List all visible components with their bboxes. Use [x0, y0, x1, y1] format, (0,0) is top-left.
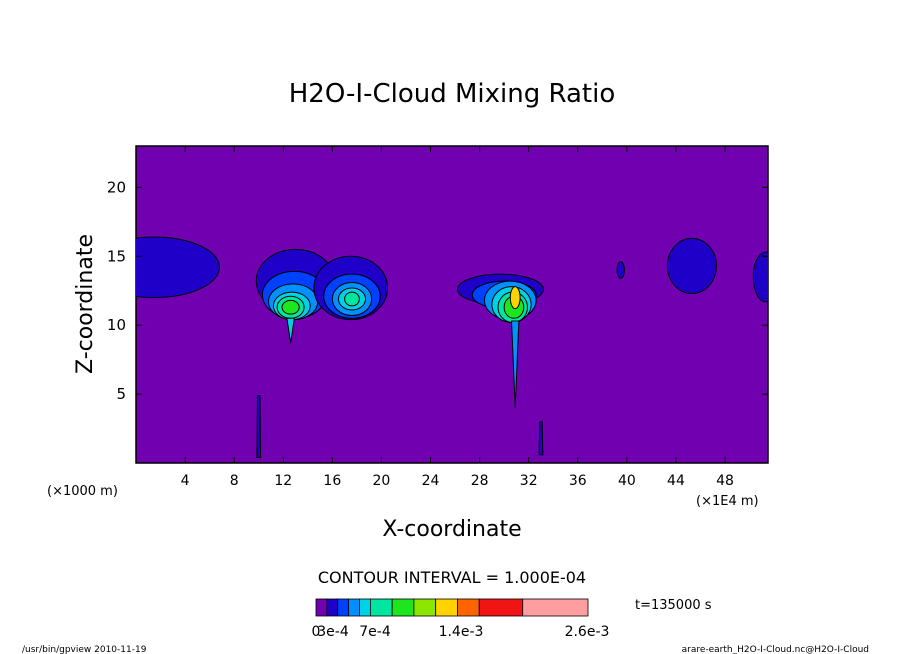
cloud-3-tail: [510, 320, 520, 408]
x-tick-label: 8: [230, 473, 239, 489]
colorbar-swatch: [522, 598, 589, 617]
colorbar-swatch: [359, 598, 371, 617]
colorbar-label: 2.6e-3: [565, 624, 610, 640]
x-axis: 4 8 12 16 20 24 28 32 36 40 44 48: [181, 146, 734, 489]
colorbar-swatch: [435, 598, 458, 617]
x-tick-label: 48: [716, 473, 734, 489]
contour-interval: CONTOUR INTERVAL = 1.000E-04: [318, 568, 586, 587]
x-tick-label: 4: [181, 473, 190, 489]
y-tick-label: 15: [107, 247, 126, 265]
colorbar-label: 7e-4: [359, 624, 391, 640]
contour-level-1-feature-4: [616, 261, 625, 279]
colorbar-label: 0: [312, 624, 321, 640]
colorbar-swatch: [369, 598, 393, 617]
colorbar-swatch: [413, 598, 437, 617]
colorbar-swatch: [457, 598, 480, 617]
contour-fill-layer: [136, 236, 768, 458]
x-tick-label: 40: [618, 473, 636, 489]
colorbar-label: 3e-4: [317, 624, 349, 640]
contour-level-8-feature-3: [509, 286, 521, 310]
x-tick-label: 16: [323, 473, 341, 489]
footer-right: arare-earth_H2O-I-Cloud.nc@H2O-I-Cloud: [682, 645, 869, 654]
colorbar-label: 1.4e-3: [439, 624, 484, 640]
time-label: t=135000 s: [635, 598, 712, 613]
y-tick-label: 10: [107, 316, 126, 334]
x-tick-label: 24: [422, 473, 440, 489]
colorbar-swatch: [326, 598, 339, 617]
x-tick-label: 32: [520, 473, 538, 489]
y-tick-label: 5: [116, 385, 126, 403]
x-tick-label: 28: [471, 473, 489, 489]
contour-level-6-feature-1: [281, 299, 300, 315]
colorbar-swatch: [391, 598, 415, 617]
cloud-left-edge: [136, 236, 220, 299]
y-axis: 5 10 15 20: [107, 178, 768, 403]
footer-left: /usr/bin/gpview 2010-11-19: [22, 645, 147, 654]
colorbar-swatch: [315, 598, 328, 617]
x-tick-label: 36: [569, 473, 587, 489]
x-tick-label: 20: [373, 473, 391, 489]
x-unit-left: (×1000 m): [47, 484, 118, 499]
chart-title: H2O-I-Cloud Mixing Ratio: [289, 79, 616, 109]
x-tick-label: 12: [274, 473, 292, 489]
colorbar-swatch: [337, 598, 350, 617]
column-feature-left: [256, 394, 262, 458]
y-tick-label: 20: [107, 178, 126, 196]
x-unit-right: (×1E4 m): [696, 494, 759, 509]
contour-level-1-feature-5: [666, 237, 717, 294]
x-axis-label: X-coordinate: [382, 517, 521, 542]
colorbar: 03e-4 7e-4 1.4e-3 2.6e-3: [312, 598, 610, 640]
x-tick-label: 44: [667, 473, 685, 489]
plot-area: [135, 145, 769, 464]
y-axis-label: Z-coordinate: [73, 234, 98, 374]
cloud-1-tail: [286, 317, 295, 344]
colorbar-swatch: [478, 598, 524, 617]
contour-level-5-feature-2: [344, 291, 360, 307]
column-feature-right: [538, 421, 544, 456]
colorbar-swatch: [348, 598, 360, 617]
contour-level-1-feature-6: [752, 251, 768, 303]
